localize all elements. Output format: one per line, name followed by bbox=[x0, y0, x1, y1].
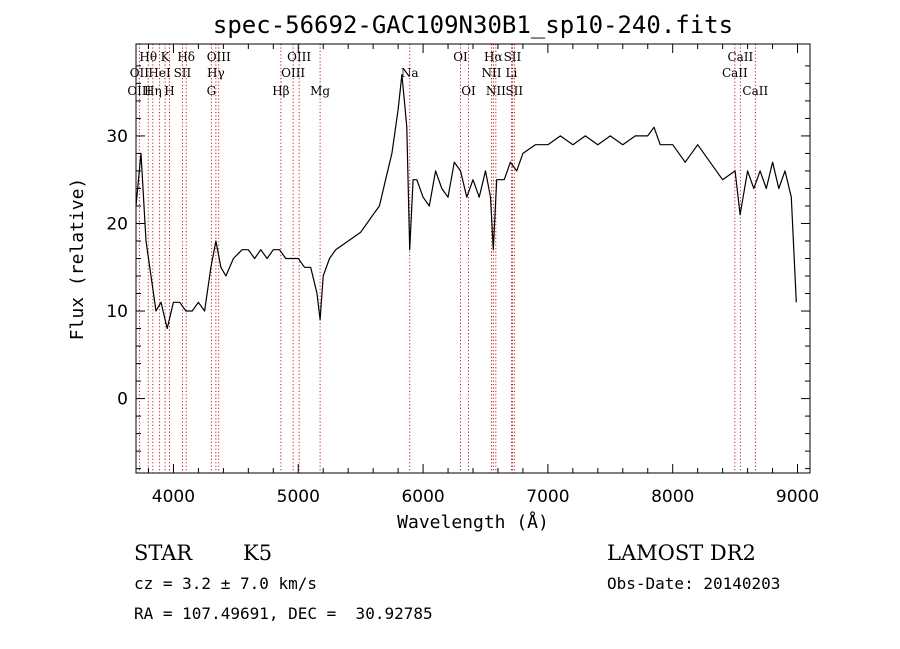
spectral-line-label: Hθ bbox=[139, 50, 157, 64]
spectral-line-label: CaII bbox=[722, 66, 748, 80]
spectral-line-label: OIII bbox=[287, 50, 311, 64]
spectrum-series bbox=[135, 73, 797, 330]
object-class: STAR bbox=[134, 541, 193, 565]
spectral-line-label: OIII bbox=[127, 84, 151, 98]
spectral-line-label: HeI bbox=[148, 66, 171, 80]
x-tick-label: 6000 bbox=[401, 487, 444, 507]
y-tick-label: 30 bbox=[106, 127, 128, 147]
x-tick-label: 9000 bbox=[776, 487, 819, 507]
spectral-line-label: OI bbox=[461, 84, 476, 98]
spectral-line-label: SII bbox=[504, 50, 522, 64]
redshift-text: cz = 3.2 ± 7.0 km/s bbox=[134, 574, 318, 593]
spectral-line-label: K bbox=[161, 50, 171, 64]
spectral-line-label: Na bbox=[401, 66, 419, 80]
spectral-line-label: Li bbox=[506, 66, 518, 80]
spectral-line-label: OII bbox=[130, 66, 150, 80]
spectral-line-label: SII bbox=[174, 66, 192, 80]
axis-ticks: 4000 5000 6000 7000 8000 9000 0 10 20 30 bbox=[106, 44, 819, 507]
spectral-line-label: OIII bbox=[207, 50, 231, 64]
spectral-line-markers bbox=[138, 44, 756, 473]
x-tick-label: 8000 bbox=[651, 487, 694, 507]
spectral-line-label: Hδ bbox=[177, 50, 195, 64]
y-tick-label: 10 bbox=[106, 302, 128, 322]
spectral-line-label: Hα bbox=[484, 50, 503, 64]
spectral-line-label: OIII bbox=[281, 66, 305, 80]
spectrum-line bbox=[135, 73, 797, 330]
spectral-line-label: G bbox=[207, 84, 217, 98]
y-axis-label: Flux (relative) bbox=[67, 178, 88, 341]
spectral-line-label: Hη bbox=[144, 84, 162, 98]
y-tick-label: 20 bbox=[106, 214, 128, 234]
coordinates-text: RA = 107.49691, DEC = 30.92785 bbox=[134, 604, 433, 623]
y-tick-label: 0 bbox=[117, 390, 128, 410]
object-subclass: K5 bbox=[243, 541, 273, 565]
x-tick-label: 7000 bbox=[526, 487, 569, 507]
spectral-line-label: CaII bbox=[742, 84, 768, 98]
plot-frame bbox=[135, 43, 811, 474]
x-axis-label: Wavelength (Å) bbox=[397, 511, 549, 533]
spectral-line-label: OI bbox=[453, 50, 468, 64]
spectral-line-label: Hγ bbox=[207, 66, 225, 80]
spectral-line-label: NII bbox=[486, 84, 506, 98]
x-tick-label: 5000 bbox=[277, 487, 320, 507]
spectral-line-label: SII bbox=[505, 84, 523, 98]
survey-name: LAMOST DR2 bbox=[607, 541, 756, 565]
x-tick-label: 4000 bbox=[152, 487, 195, 507]
spectral-line-label: Mg bbox=[310, 84, 330, 98]
spectral-line-label: H bbox=[164, 84, 174, 98]
spectral-line-label: Hβ bbox=[272, 84, 289, 98]
spectral-line-label: NII bbox=[481, 66, 501, 80]
obs-date: Obs-Date: 20140203 bbox=[607, 574, 781, 593]
spectral-line-label: CaII bbox=[727, 50, 753, 64]
chart-title: spec-56692-GAC109N30B1_sp10-240.fits bbox=[213, 11, 733, 39]
